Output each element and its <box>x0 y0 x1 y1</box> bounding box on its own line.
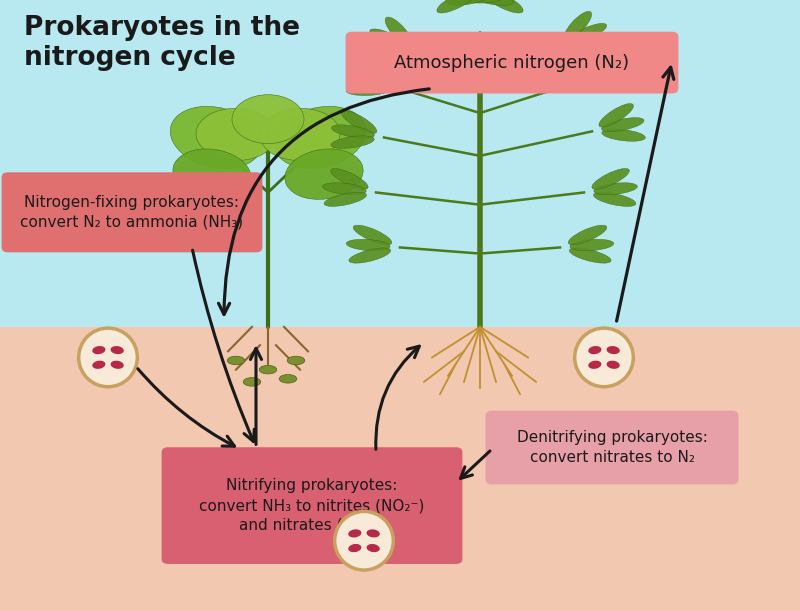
Ellipse shape <box>259 365 277 374</box>
Ellipse shape <box>324 192 366 207</box>
Ellipse shape <box>110 346 124 354</box>
Ellipse shape <box>588 360 602 369</box>
Ellipse shape <box>110 360 124 369</box>
Ellipse shape <box>586 78 630 89</box>
Ellipse shape <box>170 106 262 169</box>
Bar <box>0 327 800 611</box>
Ellipse shape <box>346 240 390 251</box>
Ellipse shape <box>92 346 106 354</box>
Ellipse shape <box>350 71 391 87</box>
Text: Prokaryotes in the
nitrogen cycle: Prokaryotes in the nitrogen cycle <box>24 15 300 71</box>
FancyBboxPatch shape <box>486 411 738 485</box>
Ellipse shape <box>370 29 408 49</box>
Ellipse shape <box>279 375 297 383</box>
FancyBboxPatch shape <box>346 32 678 93</box>
Ellipse shape <box>588 346 602 354</box>
Ellipse shape <box>570 240 614 251</box>
Ellipse shape <box>322 183 366 195</box>
Ellipse shape <box>348 529 362 538</box>
Ellipse shape <box>331 136 374 148</box>
Ellipse shape <box>568 225 606 245</box>
Ellipse shape <box>348 544 362 552</box>
Ellipse shape <box>92 360 106 369</box>
Ellipse shape <box>287 356 305 365</box>
Ellipse shape <box>467 0 514 5</box>
Ellipse shape <box>482 0 523 13</box>
Ellipse shape <box>385 17 412 46</box>
Ellipse shape <box>570 37 614 49</box>
Ellipse shape <box>354 225 392 245</box>
Ellipse shape <box>243 378 261 386</box>
Ellipse shape <box>173 149 251 199</box>
Ellipse shape <box>334 511 394 570</box>
Ellipse shape <box>456 0 504 3</box>
Bar <box>0 0 800 327</box>
Ellipse shape <box>78 328 138 387</box>
Ellipse shape <box>227 356 245 365</box>
FancyBboxPatch shape <box>162 447 462 564</box>
Ellipse shape <box>331 125 374 138</box>
Ellipse shape <box>437 0 478 13</box>
Text: Nitrifying prokaryotes:
convert NH₃ to nitrites (NO₂⁻)
and nitrates (NO₃⁻): Nitrifying prokaryotes: convert NH₃ to n… <box>199 478 425 533</box>
Ellipse shape <box>592 169 630 189</box>
Ellipse shape <box>602 129 646 141</box>
Ellipse shape <box>606 346 620 354</box>
Ellipse shape <box>366 529 380 538</box>
Ellipse shape <box>232 95 304 144</box>
Ellipse shape <box>274 106 366 169</box>
Text: Atmospheric nitrogen (N₂): Atmospheric nitrogen (N₂) <box>394 54 630 71</box>
Ellipse shape <box>362 43 406 55</box>
Ellipse shape <box>568 23 606 43</box>
Ellipse shape <box>594 183 638 195</box>
Ellipse shape <box>594 192 636 207</box>
Ellipse shape <box>570 248 611 263</box>
Ellipse shape <box>260 108 340 161</box>
Ellipse shape <box>599 104 634 127</box>
Ellipse shape <box>330 169 368 189</box>
Ellipse shape <box>346 84 390 95</box>
Text: Nitrogen-fixing prokaryotes:
convert N₂ to ammonia (NH₃): Nitrogen-fixing prokaryotes: convert N₂ … <box>21 195 243 230</box>
Ellipse shape <box>446 0 493 5</box>
Ellipse shape <box>362 58 394 84</box>
Ellipse shape <box>585 65 626 81</box>
Ellipse shape <box>602 118 644 131</box>
Ellipse shape <box>342 111 377 133</box>
Ellipse shape <box>196 108 276 161</box>
Ellipse shape <box>285 149 363 199</box>
Ellipse shape <box>349 248 390 263</box>
FancyBboxPatch shape <box>2 172 262 252</box>
Ellipse shape <box>574 328 634 387</box>
Ellipse shape <box>564 12 591 40</box>
Ellipse shape <box>366 544 380 552</box>
Ellipse shape <box>582 51 614 78</box>
Ellipse shape <box>606 360 620 369</box>
Text: Denitrifying prokaryotes:
convert nitrates to N₂: Denitrifying prokaryotes: convert nitrat… <box>517 430 707 465</box>
